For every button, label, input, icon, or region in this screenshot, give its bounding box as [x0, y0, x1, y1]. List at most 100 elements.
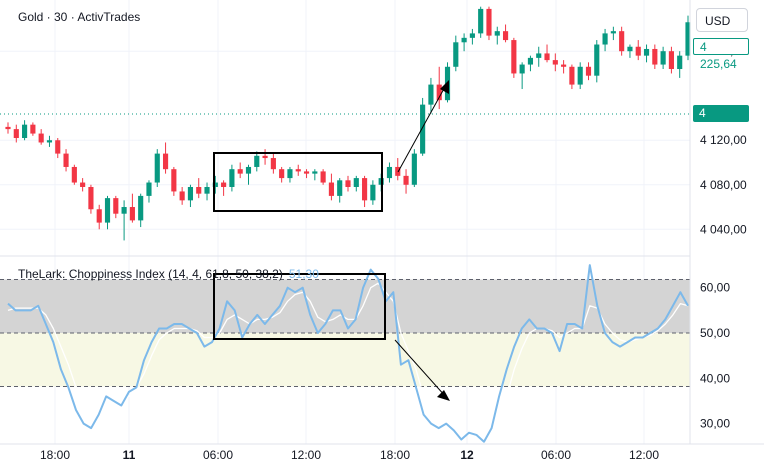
candle	[362, 175, 368, 208]
candle	[287, 166, 293, 183]
candle	[511, 37, 517, 78]
candle	[121, 200, 127, 241]
candle	[453, 35, 459, 72]
candle	[154, 149, 160, 187]
candle	[602, 28, 608, 52]
chop-tick-label: 40,00	[700, 371, 730, 385]
candle	[685, 15, 691, 61]
candle	[469, 28, 475, 45]
chop-tick-label: 30,00	[700, 417, 730, 431]
candle	[270, 153, 276, 174]
candle	[436, 66, 442, 110]
indicator-axis[interactable]: 30,00 40,00 50,00 60,00	[700, 281, 730, 431]
candle	[295, 164, 301, 176]
candle	[328, 173, 334, 201]
candle	[337, 178, 343, 203]
candle	[171, 166, 177, 196]
candle	[561, 60, 567, 74]
candle	[643, 44, 650, 63]
candles-layer	[5, 6, 691, 241]
candle	[22, 120, 28, 141]
candle	[486, 6, 492, 41]
candle	[245, 164, 252, 185]
candle	[660, 46, 666, 70]
candle	[129, 193, 135, 223]
candle	[386, 162, 393, 183]
indicator-legend[interactable]: TheLark: Choppiness Index (14, 4, 61,8, …	[18, 267, 319, 281]
candle	[502, 24, 509, 43]
indicator-title: TheLark: Choppiness Index (14, 4, 61,8, …	[18, 267, 283, 281]
candle	[428, 77, 434, 114]
consolidation-box-price[interactable]	[213, 152, 383, 212]
time-tick-label: 06:00	[203, 448, 233, 462]
breakout-arrow-up[interactable]	[397, 80, 449, 173]
time-tick-label: 12:00	[629, 448, 659, 462]
candle	[38, 129, 44, 145]
breakdown-arrow-down[interactable]	[394, 339, 450, 401]
candle	[403, 169, 409, 194]
consolidation-box-indicator[interactable]	[213, 273, 386, 340]
candle	[494, 26, 500, 45]
candle	[13, 124, 19, 143]
time-tick-label: 11	[123, 448, 136, 462]
candle	[262, 149, 268, 165]
candle	[610, 26, 616, 41]
candle	[627, 44, 633, 58]
candle	[146, 180, 152, 203]
choppiness-lines	[7, 264, 689, 443]
candle	[652, 44, 658, 70]
candle	[320, 169, 326, 185]
candle	[221, 180, 227, 196]
time-tick-label: 12	[460, 448, 474, 462]
candle	[635, 40, 641, 61]
candle	[96, 204, 102, 230]
candle	[544, 44, 550, 63]
candle	[668, 46, 674, 74]
candle	[80, 178, 86, 192]
candle	[204, 182, 210, 201]
grid-layer	[0, 0, 690, 444]
last-high-price-tag: 4 225,64	[693, 38, 749, 71]
candle	[229, 164, 235, 192]
candle	[46, 135, 53, 147]
candle	[527, 55, 534, 72]
candle	[55, 138, 61, 159]
candle	[88, 184, 94, 214]
candle	[552, 53, 558, 72]
candle	[303, 169, 310, 179]
candle	[63, 149, 69, 172]
candle	[519, 62, 525, 90]
time-axis[interactable]: 18:00 11 06:00 12:00 18:00 12 06:00 12:00	[40, 448, 659, 462]
candle	[312, 169, 318, 181]
indicator-current-value: 51,30	[288, 267, 319, 281]
dotted-level-price-tag: 4 155,15	[693, 105, 749, 137]
candle	[212, 175, 218, 194]
chop-tick-label: 50,00	[700, 326, 730, 340]
candle	[569, 64, 575, 90]
time-tick-label: 18:00	[380, 448, 410, 462]
candle	[5, 122, 11, 134]
symbol-legend[interactable]: Gold · 30 · ActivTrades	[18, 10, 140, 24]
candle	[345, 175, 351, 192]
price-tick-label: 4 120,00	[700, 133, 747, 147]
candle	[461, 33, 467, 52]
lower-chop-zone	[0, 333, 690, 387]
chop-tick-label: 60,00	[700, 281, 730, 295]
candle	[237, 162, 243, 179]
candle	[279, 166, 285, 183]
time-tick-label: 18:00	[40, 448, 70, 462]
price-tick-label: 4 080,00	[700, 178, 747, 192]
candle	[196, 178, 202, 199]
price-axis[interactable]: 4 040,004 080,004 120,004 200,00	[700, 44, 747, 236]
candle	[577, 62, 583, 90]
candle	[594, 40, 600, 83]
currency-button[interactable]: USD	[696, 8, 748, 32]
price-tick-label: 4 040,00	[700, 222, 747, 236]
candle	[411, 149, 417, 187]
candle	[619, 26, 625, 56]
candle	[187, 184, 194, 208]
time-tick-label: 12:00	[291, 448, 321, 462]
candle	[478, 6, 484, 38]
